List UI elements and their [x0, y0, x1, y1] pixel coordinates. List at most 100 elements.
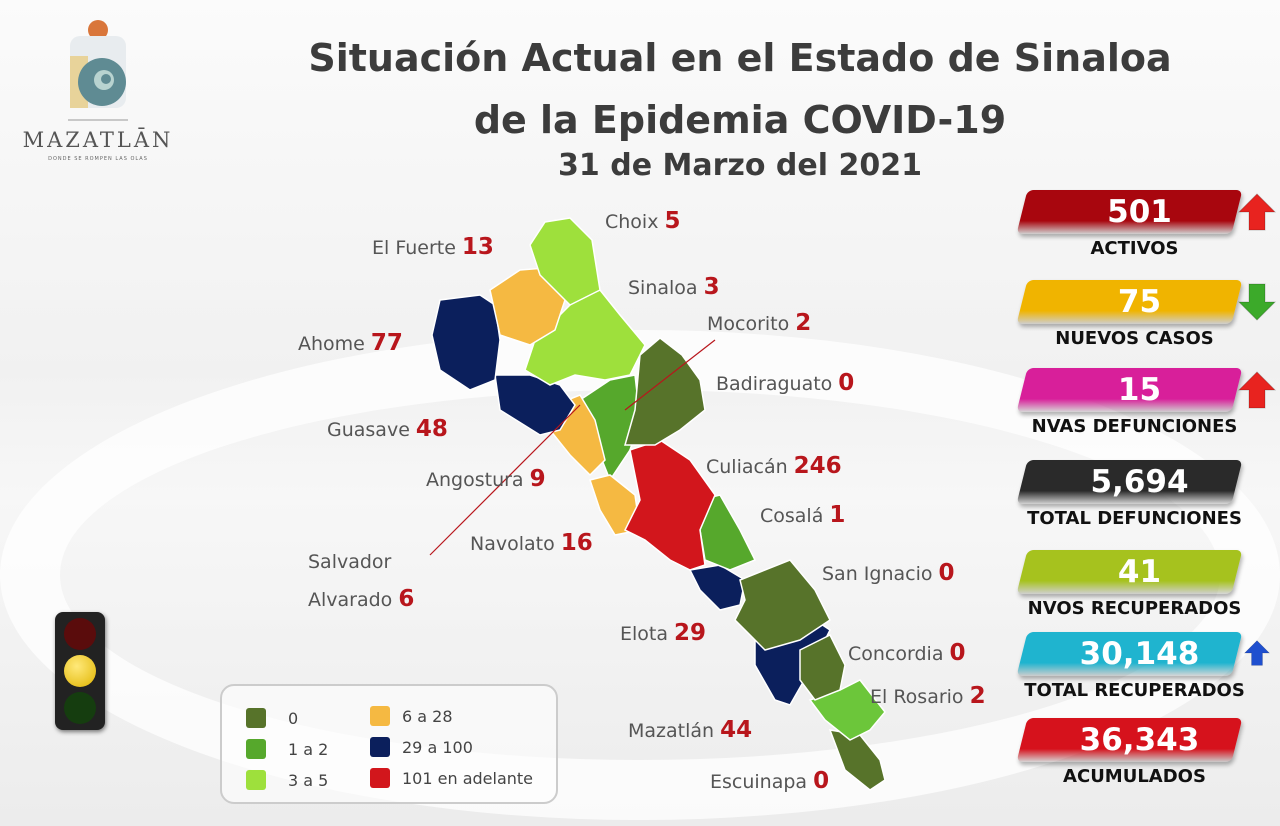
- municipality-label: Mazatlán 44: [628, 717, 752, 743]
- page-title: Situación Actual en el Estado de Sinaloa: [308, 36, 1172, 80]
- municipality-name: San Ignacio: [822, 563, 933, 585]
- legend-swatch: [370, 768, 390, 788]
- stat-label: NVAS DEFUNCIONES: [1031, 416, 1238, 437]
- municipality-label: Navolato 16: [470, 530, 593, 556]
- legend-item: 0: [246, 708, 298, 728]
- stat-value: 75: [1117, 284, 1162, 320]
- stat-value: 5,694: [1090, 464, 1189, 500]
- legend-item: 101 en adelante: [370, 768, 533, 788]
- legend-item: 6 a 28: [370, 706, 453, 726]
- trend-down-arrow-icon: [1238, 283, 1276, 321]
- legend-swatch: [246, 708, 266, 728]
- municipality-label: Guasave 48: [327, 416, 448, 442]
- municipality-san-ignacio: [734, 559, 831, 651]
- municipality-name: Ahome: [298, 333, 365, 355]
- municipality-culiac-n: [623, 439, 716, 571]
- municipality-cases: 77: [370, 330, 403, 356]
- municipality-name: Mazatlán: [628, 720, 715, 742]
- municipality-label: El Rosario 2: [870, 683, 986, 709]
- municipality-name: Elota: [620, 623, 669, 645]
- shell-logo-icon: [68, 20, 128, 121]
- legend-label: 6 a 28: [402, 706, 453, 726]
- stat-label: ACTIVOS: [1090, 238, 1179, 259]
- municipality-name: Angostura: [426, 469, 524, 491]
- municipality-badiraguato: [624, 337, 706, 446]
- legend-swatch: [370, 706, 390, 726]
- municipality-label: San Ignacio 0: [822, 560, 955, 586]
- municipality-cases: 3: [703, 274, 720, 300]
- municipality-cases: 2: [969, 683, 986, 709]
- municipality-label: Choix 5: [605, 208, 680, 234]
- municipality-cases: 48: [415, 416, 448, 442]
- municipality-cases: 6: [398, 586, 415, 612]
- municipality-elota: [688, 564, 746, 611]
- municipality-cases: 13: [461, 234, 494, 260]
- municipality-label: Sinaloa 3: [628, 274, 720, 300]
- municipality-cases: 44: [720, 717, 753, 743]
- stat-value: 501: [1107, 194, 1172, 230]
- municipality-label: Alvarado 6: [308, 586, 414, 612]
- municipality-label: Culiacán 246: [706, 453, 842, 479]
- stat-value: 15: [1117, 372, 1162, 408]
- municipality-name: Choix: [605, 211, 659, 233]
- municipality-el-fuerte: [489, 267, 566, 346]
- stat-label: TOTAL DEFUNCIONES: [1027, 508, 1242, 529]
- municipality-label: Cosalá 1: [760, 502, 845, 528]
- stat-value: 41: [1117, 554, 1162, 590]
- stat-value: 36,343: [1079, 722, 1200, 758]
- municipality-cases: 246: [793, 453, 842, 479]
- municipality-cases: 2: [795, 310, 812, 336]
- legend-label: 1 a 2: [288, 739, 329, 759]
- legend-item: 29 a 100: [370, 737, 473, 757]
- salvador-alvarado-pointer: [429, 404, 581, 556]
- municipality-label: Angostura 9: [426, 466, 546, 492]
- trend-up-arrow-icon: [1238, 371, 1276, 409]
- legend-label: 29 a 100: [402, 737, 473, 757]
- municipality-cases: 1: [829, 502, 846, 528]
- report-date: 31 de Marzo del 2021: [558, 148, 922, 183]
- traffic-light: [55, 612, 105, 730]
- municipality-escuinapa: [828, 729, 886, 791]
- municipality-name: Cosalá: [760, 505, 824, 527]
- stat-label: NVOS RECUPERADOS: [1027, 598, 1242, 619]
- municipality-name: Navolato: [470, 533, 555, 555]
- municipality-name: Alvarado: [308, 589, 393, 611]
- municipality-cases: 0: [838, 370, 855, 396]
- legend-swatch: [246, 770, 266, 790]
- trend-up-arrow-icon: [1238, 193, 1276, 231]
- legend-item: 3 a 5: [246, 770, 328, 790]
- municipality-cases: 5: [664, 208, 681, 234]
- legend-label: 0: [288, 708, 299, 728]
- municipality-cases: 0: [938, 560, 955, 586]
- trend-up-arrow-icon: [1244, 640, 1270, 666]
- municipality-cases: 0: [949, 640, 966, 666]
- stat-label: ACUMULADOS: [1063, 766, 1206, 787]
- logo-wordmark: MAZATLĀN: [22, 128, 174, 152]
- municipality-navolato: [589, 474, 641, 536]
- municipality-name: Concordia: [848, 643, 944, 665]
- mocorito-pointer: [624, 339, 716, 411]
- municipality-name: Sinaloa: [628, 277, 698, 299]
- municipality-cases: 0: [813, 768, 830, 794]
- municipality-label: Salvador: [308, 551, 391, 573]
- municipality-name: El Rosario: [870, 686, 964, 708]
- legend-label: 101 en adelante: [402, 768, 534, 788]
- municipality-name: El Fuerte: [372, 237, 456, 259]
- stat-label: TOTAL RECUPERADOS: [1024, 680, 1245, 701]
- municipality-ahome: [431, 294, 501, 391]
- municipality-label: Concordia 0: [848, 640, 965, 666]
- stat-label: NUEVOS CASOS: [1055, 328, 1214, 349]
- municipality-label: Ahome 77: [298, 330, 403, 356]
- municipality-cases: 29: [674, 620, 707, 646]
- legend-label: 3 a 5: [288, 770, 329, 790]
- municipality-name: Guasave: [327, 419, 410, 441]
- municipality-name: Escuinapa: [710, 771, 808, 793]
- legend-swatch: [370, 737, 390, 757]
- municipality-label: El Fuerte 13: [372, 234, 494, 260]
- legend-swatch: [246, 739, 266, 759]
- municipality-cases: 9: [529, 466, 546, 492]
- legend-item: 1 a 2: [246, 739, 328, 759]
- red-lamp: [64, 618, 96, 650]
- page-subtitle: de la Epidemia COVID-19: [473, 98, 1007, 142]
